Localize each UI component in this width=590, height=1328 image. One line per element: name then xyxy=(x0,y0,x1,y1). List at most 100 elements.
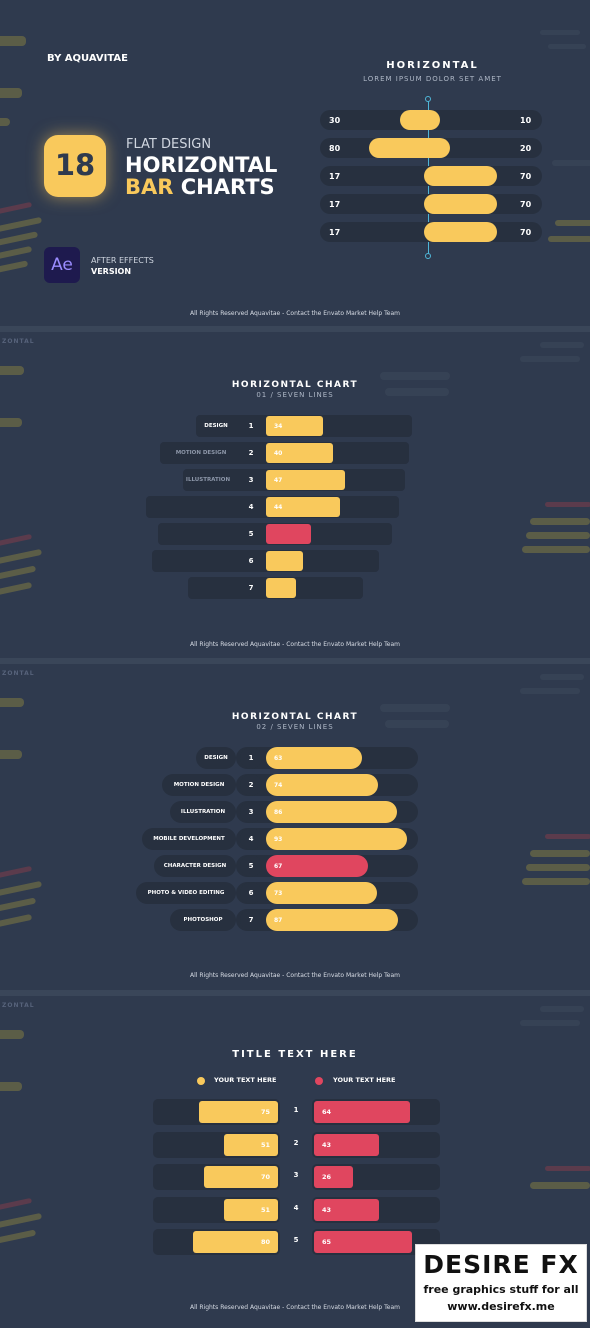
bar-category-label: DESIGN xyxy=(196,747,236,769)
footer-text: All Rights Reserved Aquavitae - Contact … xyxy=(190,641,400,648)
bar-rank: 4 xyxy=(248,503,254,511)
bar-rank: 5 xyxy=(293,1236,299,1244)
footer-text: All Rights Reserved Aquavitae - Contact … xyxy=(190,310,400,317)
bar-rank: 1 xyxy=(293,1106,299,1114)
right-bar-value: 43 xyxy=(322,1205,332,1214)
left-bar-value: 51 xyxy=(260,1205,270,1214)
bg-decoration xyxy=(555,220,590,226)
panel-chart-1: ZONTAL HORIZONTAL CHART 01 / SEVEN LINES… xyxy=(0,332,590,658)
range-right-value: 10 xyxy=(520,116,532,125)
left-bar-value: 51 xyxy=(260,1140,270,1149)
bar-category-label: MOBILE DEVELOPMENT xyxy=(142,828,236,850)
range-right-value: 70 xyxy=(520,200,532,209)
chart1-bars: DESIGN 1 34 MOTION DESIGN 2 40 ILLUSTRATION 3 47… xyxy=(0,332,590,658)
bar-value-label: 67 xyxy=(274,863,283,870)
bg-decoration xyxy=(545,834,590,839)
bg-decoration xyxy=(526,532,590,539)
bg-decoration xyxy=(380,704,450,712)
right-bar xyxy=(314,1231,412,1253)
bg-decoration xyxy=(540,1006,584,1012)
chart3-bars: 1 75 64 2 51 43 3 70 26 4 51 43 5 80 65 xyxy=(0,996,590,1328)
chart2-bars: DESIGN 1 63 MOTION DESIGN 2 74 ILLUSTRATION 3 86… xyxy=(0,664,590,990)
left-bar-value: 80 xyxy=(260,1238,270,1246)
chart2-subtitle: 02 / SEVEN LINES xyxy=(256,723,334,731)
right-bar xyxy=(314,1166,353,1188)
bg-decoration: ZONTAL xyxy=(2,670,35,677)
left-bar xyxy=(193,1231,278,1253)
range-bar xyxy=(424,222,498,242)
chart1-title: HORIZONTAL CHART xyxy=(231,380,359,390)
bg-decoration xyxy=(530,1182,590,1189)
bar-value-label: 73 xyxy=(274,890,283,897)
bar-value xyxy=(266,774,379,796)
bar-category-label: CHARACTER DESIGN xyxy=(154,855,236,877)
byline: BY AQUAVITAE xyxy=(47,53,128,64)
bg-decoration: ZONTAL xyxy=(2,338,35,345)
bar-value xyxy=(266,578,297,598)
ae-icon: Ae xyxy=(44,247,80,283)
right-bar xyxy=(314,1101,410,1123)
bar-value xyxy=(266,551,303,571)
panel-chart-3: ZONTAL TITLE TEXT HERE YOUR TEXT HERE YO… xyxy=(0,996,590,1328)
reference-dot-top xyxy=(425,96,431,102)
bg-decoration: ZONTAL xyxy=(2,1002,35,1009)
panel-chart-2: ZONTAL HORIZONTAL CHART 02 / SEVEN LINES… xyxy=(0,664,590,990)
bar-rank: 1 xyxy=(240,747,262,769)
bar-rank: 1 xyxy=(248,422,254,430)
bar-rank: 3 xyxy=(248,476,254,484)
left-bar-value: 75 xyxy=(260,1108,270,1116)
left-bar xyxy=(198,1101,278,1123)
bar-category-label: ILLUSTRATION xyxy=(170,801,236,823)
legend-label-2: YOUR TEXT HERE xyxy=(333,1076,396,1084)
bar-value xyxy=(266,882,377,904)
bar-value xyxy=(266,909,399,931)
bar-value xyxy=(266,747,362,769)
bg-decoration xyxy=(530,518,590,525)
title-accent: BAR xyxy=(125,175,174,199)
bar-rank: 5 xyxy=(240,855,262,877)
watermark-line2: www.desirefx.me xyxy=(447,1300,555,1313)
bar-value-label: 63 xyxy=(274,755,283,762)
watermark-brand: DESIRE FX xyxy=(423,1250,579,1279)
bg-decoration xyxy=(0,366,24,375)
bg-decoration xyxy=(545,502,590,507)
bg-decoration xyxy=(385,388,449,396)
range-right-value: 70 xyxy=(520,172,532,181)
bg-decoration xyxy=(0,88,22,98)
watermark-box: DESIRE FX free graphics stuff for all ww… xyxy=(415,1244,587,1322)
watermark-line1: free graphics stuff for all xyxy=(423,1283,579,1296)
bg-decoration xyxy=(0,418,22,427)
chart0-bars: 30 10 80 20 17 70 17 70 17 70 xyxy=(0,0,590,326)
bar-value xyxy=(266,497,340,517)
bar-rank: 5 xyxy=(248,530,254,538)
range-bar xyxy=(400,110,441,130)
bg-decoration xyxy=(540,30,580,35)
bar-rank: 3 xyxy=(293,1171,299,1179)
bar-rank: 2 xyxy=(248,449,254,457)
bar-rank: 6 xyxy=(240,882,262,904)
bar-value xyxy=(266,828,408,850)
range-left-value: 17 xyxy=(329,200,341,209)
range-left-value: 17 xyxy=(329,228,341,237)
left-bar-value: 70 xyxy=(260,1173,270,1181)
bg-decoration xyxy=(540,342,584,348)
left-bar xyxy=(223,1133,278,1156)
bar-value xyxy=(266,416,324,436)
footer-text: All Rights Reserved Aquavitae - Contact … xyxy=(190,1304,400,1311)
legend-label-1: YOUR TEXT HERE xyxy=(214,1076,277,1084)
bar-value xyxy=(266,470,345,490)
bar-value xyxy=(266,524,312,544)
chart0-subtitle: LOREM IPSUM DOLOR SET AMET xyxy=(363,75,502,83)
bg-decoration xyxy=(520,1020,580,1026)
chart1-subtitle: 01 / SEVEN LINES xyxy=(256,391,334,399)
range-left-value: 30 xyxy=(329,116,341,125)
range-right-value: 20 xyxy=(520,144,532,153)
bar-track xyxy=(152,550,379,572)
range-bar xyxy=(424,194,498,214)
bg-decoration xyxy=(548,236,590,242)
right-bar xyxy=(314,1133,379,1156)
divider xyxy=(0,990,590,996)
bg-decoration xyxy=(0,118,10,126)
bar-rank: 7 xyxy=(240,909,262,931)
bar-rank: 7 xyxy=(248,584,254,592)
